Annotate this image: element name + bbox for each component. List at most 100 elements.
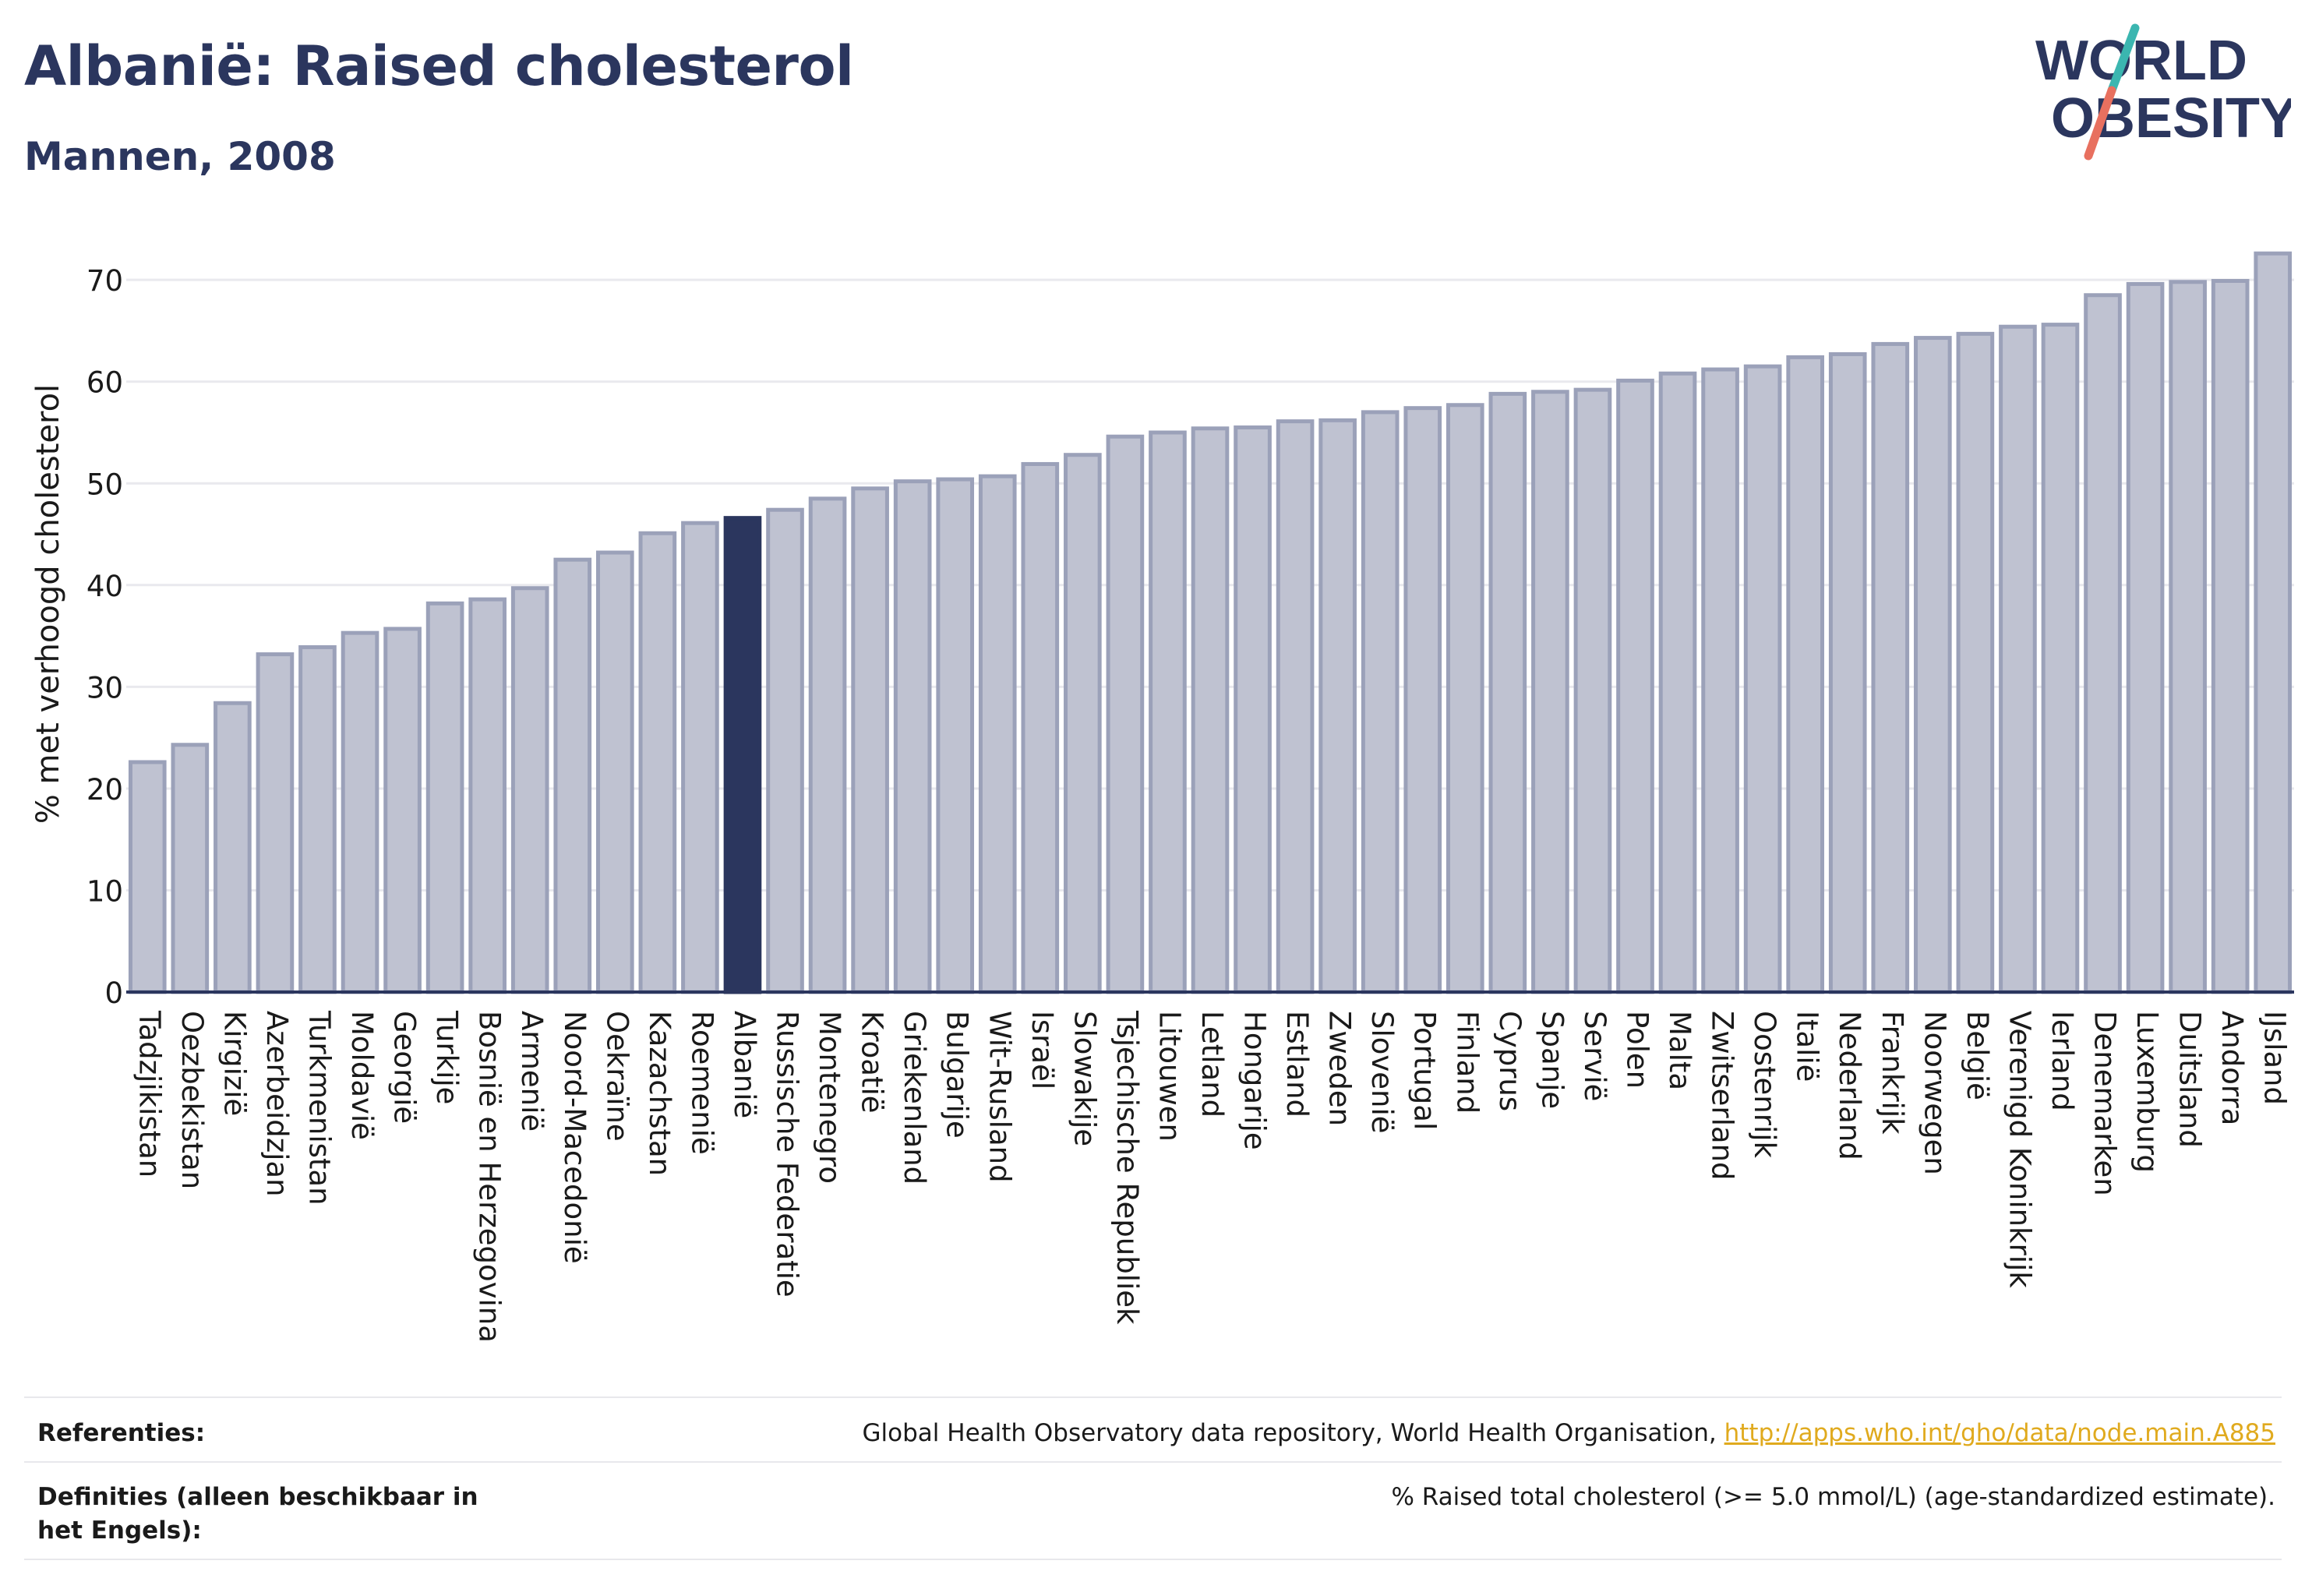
x-tick-label: Turkije (430, 1010, 464, 1104)
footer-divider-top (24, 1396, 2282, 1398)
y-tick-label: 30 (86, 671, 123, 704)
x-tick-label: Wit-Rusland (983, 1011, 1016, 1183)
x-tick-label: Malta (1663, 1011, 1696, 1090)
x-tick-label: Azerbeidzjan (260, 1011, 294, 1197)
bar (1914, 336, 1952, 994)
chart-subtitle: Mannen, 2008 (24, 134, 336, 179)
bar (1956, 331, 1995, 994)
y-tick-label: 60 (86, 366, 123, 400)
bar (2169, 280, 2207, 994)
bar (1616, 378, 1654, 994)
x-tick-label: Slowakije (1068, 1011, 1101, 1146)
x-tick-label: IJsland (2258, 1011, 2292, 1105)
bar (1743, 364, 1782, 994)
y-tick-label: 0 (104, 976, 123, 1010)
bar (978, 474, 1017, 994)
x-tick-label: Griekenland (898, 1011, 931, 1185)
bar (1658, 371, 1697, 994)
x-tick-label: Oezbekistan (175, 1011, 209, 1189)
footer-divider-middle (24, 1461, 2282, 1463)
bar (468, 597, 507, 994)
x-tick-label: Roemenië (685, 1011, 718, 1155)
bar (383, 627, 422, 994)
footer-divider-bottom (24, 1559, 2282, 1560)
bar (1318, 418, 1357, 994)
bar (1064, 453, 1102, 994)
bar (681, 521, 719, 994)
x-tick-label: Noord-Macedonië (558, 1011, 591, 1264)
bar (1445, 403, 1484, 994)
x-tick-label: Portugal (1408, 1011, 1442, 1130)
x-tick-label: Zwitserland (1706, 1011, 1739, 1181)
y-tick-label: 20 (86, 773, 123, 807)
bar (1828, 351, 1867, 994)
definitions-value: % Raised total cholesterol (>= 5.0 mmol/… (1391, 1483, 2275, 1511)
bar (766, 507, 804, 994)
bar (214, 701, 252, 994)
bar (1573, 387, 1612, 994)
x-tick-label: Armenië (515, 1011, 549, 1132)
x-tick-label: Tadzjikistan (132, 1010, 166, 1178)
x-tick-label: Finland (1450, 1011, 1484, 1114)
y-tick-label: 50 (86, 468, 123, 501)
bar (1871, 341, 1910, 994)
bar (893, 479, 932, 994)
logo-slash-coral (2084, 86, 2116, 161)
bar (1106, 434, 1145, 994)
bar (425, 601, 464, 994)
x-tick-label: Servië (1578, 1011, 1611, 1101)
bar (2211, 278, 2250, 994)
bar (510, 586, 549, 994)
bar (171, 743, 210, 994)
bar (1488, 391, 1527, 994)
x-tick-label: Israël (1025, 1011, 1059, 1089)
bar (2254, 251, 2293, 994)
x-tick-label: Estland (1280, 1011, 1314, 1118)
x-tick-label: Hongarije (1238, 1011, 1272, 1150)
bar (256, 652, 295, 994)
world-obesity-logo: WORLD OBESITY (2035, 23, 2291, 161)
x-tick-label: Andorra (2215, 1011, 2249, 1125)
bar (1021, 461, 1060, 994)
x-tick-label: Denemarken (2088, 1011, 2122, 1196)
definitions-label: Definities (alleen beschikbaar in het En… (37, 1483, 478, 1545)
bar (638, 531, 677, 994)
x-tick-label: Letland (1195, 1011, 1229, 1118)
bar (1149, 430, 1187, 994)
x-tick-label: Verenigd Koninkrijk (2003, 1011, 2036, 1288)
x-tick-label: Duitsland (2173, 1011, 2207, 1148)
x-tick-label: Turkmenistan (302, 1010, 336, 1206)
x-tick-label: Georgië (388, 1011, 422, 1124)
bar (2126, 281, 2165, 994)
x-tick-label: Slovenië (1365, 1011, 1399, 1134)
bar (1786, 355, 1825, 994)
x-tick-label: Albanië (728, 1011, 761, 1118)
references-value: Global Health Observatory data repositor… (863, 1417, 2275, 1450)
x-tick-label: Polen (1620, 1011, 1654, 1089)
bar (553, 557, 592, 994)
bar (1701, 367, 1739, 994)
bar (1403, 406, 1442, 994)
bar (936, 477, 975, 994)
bar (1531, 390, 1569, 994)
x-tick-label: Kazachstan (643, 1011, 676, 1176)
x-tick-label: Kirgizië (217, 1011, 251, 1116)
y-tick-label: 10 (86, 874, 123, 908)
x-tick-label: Italië (1791, 1011, 1824, 1082)
references-link[interactable]: http://apps.who.int/gho/data/node.main.A… (1724, 1419, 2275, 1447)
logo-slash-teal (2107, 23, 2140, 95)
bar (1361, 410, 1400, 994)
bar (2041, 323, 2080, 994)
bar (595, 550, 634, 994)
bar (128, 760, 167, 994)
x-tick-label: Litouwen (1152, 1011, 1186, 1142)
x-tick-label: België (1961, 1011, 1994, 1100)
x-tick-label: Bosnië en Herzegovina (473, 1011, 507, 1343)
x-tick-label: Montenegro (813, 1011, 846, 1184)
bar (1999, 324, 2037, 994)
bar (2084, 293, 2122, 994)
x-tick-label: Oekraïne (600, 1011, 634, 1142)
x-tick-label: Nederland (1833, 1011, 1866, 1160)
x-tick-label: Bulgarije (941, 1011, 974, 1139)
bar (851, 486, 889, 994)
